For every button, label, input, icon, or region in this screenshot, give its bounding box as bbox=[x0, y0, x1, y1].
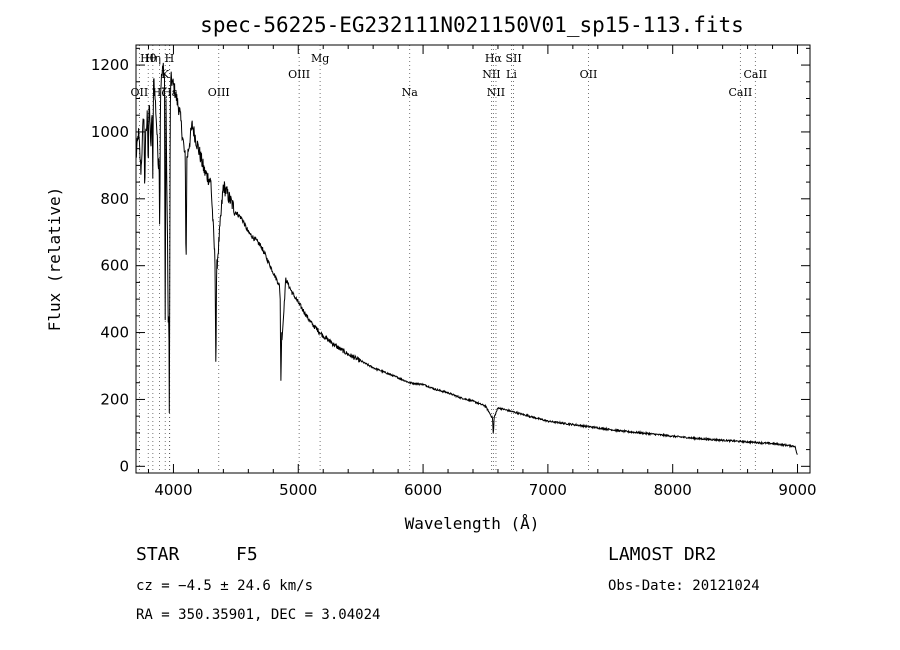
object-class: STAR bbox=[136, 544, 180, 565]
chart-title: spec-56225-EG232111N021150V01_sp15-113.f… bbox=[200, 13, 744, 37]
plot-frame bbox=[135, 44, 811, 474]
survey-name: LAMOST DR2 bbox=[608, 544, 716, 565]
y-tick-label: 200 bbox=[100, 390, 129, 408]
spectral-line-label: Li bbox=[506, 68, 517, 81]
spectral-line-label: OII bbox=[131, 86, 149, 99]
spectral-line-label: K bbox=[161, 68, 170, 81]
spectral-line-label: CaII bbox=[743, 68, 767, 81]
redshift-velocity: cz = −4.5 ± 24.6 km/s bbox=[136, 578, 313, 594]
x-tick-label: 5000 bbox=[279, 481, 317, 499]
spectral-line-label: Hζ bbox=[152, 86, 168, 99]
y-tick-label: 400 bbox=[100, 324, 129, 342]
spectral-line-label: Hη bbox=[145, 52, 161, 65]
x-tick-label: 8000 bbox=[654, 481, 692, 499]
spectral-line-label: NII bbox=[482, 68, 500, 81]
x-tick-label: 7000 bbox=[529, 481, 567, 499]
x-tick-label: 4000 bbox=[154, 481, 192, 499]
y-tick-label: 1000 bbox=[91, 123, 129, 141]
spectral-line-label: CaII bbox=[729, 86, 753, 99]
spectral-line-label: Hα bbox=[485, 52, 503, 65]
object-subclass: F5 bbox=[236, 544, 258, 565]
x-axis: 4000 5000 6000 7000 8000 9000 bbox=[147, 45, 817, 499]
y-tick-label: 600 bbox=[100, 257, 129, 275]
coordinates: RA = 350.35901, DEC = 3.04024 bbox=[136, 607, 380, 623]
spectral-line-label: OII bbox=[580, 68, 598, 81]
spectral-line-label: NII bbox=[487, 86, 505, 99]
x-tick-label: 9000 bbox=[778, 481, 816, 499]
y-tick-label: 1200 bbox=[91, 56, 129, 74]
observation-date: Obs-Date: 20121024 bbox=[608, 578, 760, 594]
y-axis-label: Flux (relative) bbox=[45, 187, 64, 332]
x-tick-label: 6000 bbox=[404, 481, 442, 499]
spectral-line-label: H bbox=[165, 52, 175, 65]
y-axis: 0 200 400 600 800 1000 1200 bbox=[91, 47, 810, 475]
spectrum-line bbox=[135, 62, 798, 455]
spectral-line-label: OIII bbox=[208, 86, 230, 99]
spectral-line-label: OIII bbox=[288, 68, 310, 81]
x-axis-label: Wavelength (Å) bbox=[405, 514, 540, 533]
spectral-line-label: SII bbox=[505, 52, 521, 65]
spectral-line-label: Mg bbox=[311, 52, 329, 65]
y-tick-label: 800 bbox=[100, 190, 129, 208]
spectral-line-label: Na bbox=[402, 86, 419, 99]
y-tick-label: 0 bbox=[119, 457, 129, 475]
